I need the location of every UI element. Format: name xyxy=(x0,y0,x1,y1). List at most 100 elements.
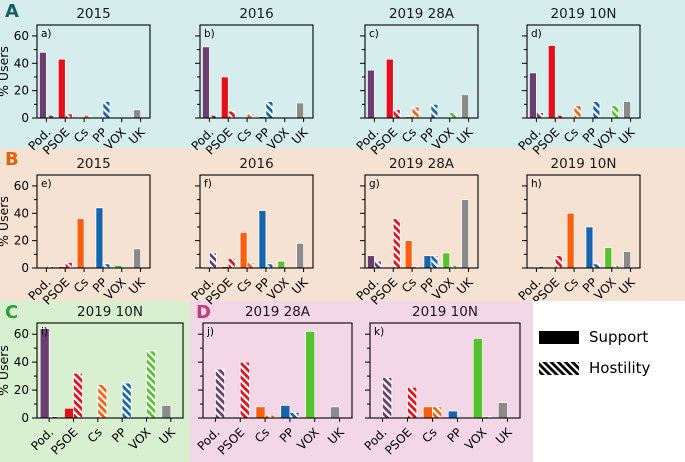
bar-support-PP xyxy=(280,405,291,419)
subplot-tag: f) xyxy=(204,178,212,190)
bar-hostility-PP xyxy=(265,101,274,119)
bar-hostility-PSOE xyxy=(239,361,250,419)
bar-hostility-PP xyxy=(102,263,111,269)
plot-box xyxy=(36,322,184,419)
bar-hostility-VOX xyxy=(146,350,156,419)
x-tick-label: VOX xyxy=(591,275,619,303)
bar-hostility-Cs xyxy=(573,105,582,119)
support-swatch-icon xyxy=(539,330,579,344)
x-tick-label: VOX xyxy=(126,425,154,453)
bar-support-VOX xyxy=(305,331,316,419)
y-tick-label: 40 xyxy=(14,355,29,369)
y-axis-label: % Users xyxy=(0,345,11,396)
y-tick-label: 0 xyxy=(21,261,29,275)
bar-support-UK xyxy=(461,94,469,119)
bar-support-Pod. xyxy=(529,72,537,119)
legend-item-hostility: Hostility xyxy=(539,359,685,377)
x-tick-label: VOX xyxy=(429,125,457,153)
hostility-swatch-icon xyxy=(539,361,579,375)
y-tick-label: 60 xyxy=(14,29,29,43)
x-tick-label: UK xyxy=(616,124,638,146)
bar-hostility-PP xyxy=(102,101,111,119)
panel-A-label: A xyxy=(5,1,19,22)
bar-support-UK xyxy=(133,109,141,119)
bar-support-PP xyxy=(585,226,594,269)
subplot-tag: d) xyxy=(531,28,542,40)
bar-support-Cs xyxy=(239,232,248,269)
subplot-title: 2015 xyxy=(76,6,110,22)
x-tick-label: Cs xyxy=(561,125,581,145)
bar-hostility-Pod. xyxy=(374,260,382,269)
bar-hostility-PSOE xyxy=(73,372,83,419)
x-tick-label: UK xyxy=(325,424,347,446)
bar-hostility-PSOE xyxy=(554,255,563,269)
bar-support-Cs xyxy=(255,406,266,419)
subplot-tag: h) xyxy=(531,178,542,190)
subplot-title: 2019 10N xyxy=(412,304,478,320)
bar-support-Pod. xyxy=(202,46,210,119)
x-tick-label: UK xyxy=(126,274,148,296)
x-tick-label: VOX xyxy=(591,125,619,153)
subplot-title: 2015 xyxy=(76,156,110,172)
bar-support-UK xyxy=(623,101,631,119)
bar-hostility-PSOE xyxy=(64,113,73,119)
x-tick-label: Cs xyxy=(234,275,254,295)
plot-box xyxy=(369,322,521,419)
y-tick-label: 40 xyxy=(14,206,29,220)
y-tick-label: 0 xyxy=(21,411,29,425)
x-tick-label: VOX xyxy=(462,425,490,453)
bar-support-PP xyxy=(423,255,432,269)
bar-support-VOX xyxy=(442,252,451,269)
bar-support-UK xyxy=(497,402,508,419)
subplot-title: 2019 10N xyxy=(551,6,617,22)
subplot-tag: a) xyxy=(41,28,52,40)
y-tick-label: 20 xyxy=(14,383,29,397)
bar-hostility-PSOE xyxy=(392,218,401,269)
bar-hostility-Cs xyxy=(411,106,420,119)
bar-hostility-PSOE xyxy=(64,262,73,269)
bar-hostility-VOX xyxy=(611,105,620,119)
bar-support-Pod. xyxy=(39,52,47,119)
bar-support-PSOE xyxy=(220,76,229,119)
x-tick-label: PSOE xyxy=(215,425,247,457)
subplot-tag: c) xyxy=(369,28,379,40)
bar-hostility-PSOE xyxy=(392,109,401,119)
bar-hostility-PP xyxy=(289,412,300,419)
bar-support-UK xyxy=(133,248,141,269)
y-tick-label: 40 xyxy=(14,56,29,70)
subplot-tag: j) xyxy=(206,326,214,338)
subplot-tag: b) xyxy=(204,28,215,40)
x-tick-label: VOX xyxy=(101,125,129,153)
plot-box xyxy=(36,174,151,269)
x-tick-label: Cs xyxy=(71,125,91,145)
x-tick-label: UK xyxy=(126,124,148,146)
x-tick-label: UK xyxy=(493,424,515,446)
subplot-title: 2019 28A xyxy=(389,156,455,172)
subplot-title: 2019 28A xyxy=(389,6,455,22)
subplot-tag: g) xyxy=(369,178,380,190)
bar-hostility-PP xyxy=(121,382,132,419)
bar-hostility-PP xyxy=(430,103,439,119)
plot-box xyxy=(364,24,479,119)
bar-hostility-Pod. xyxy=(382,377,393,419)
x-tick-label: Cs xyxy=(234,125,254,145)
y-tick-label: 20 xyxy=(14,234,29,248)
bar-hostility-Pod. xyxy=(536,112,544,119)
subplot-title: 2016 xyxy=(239,6,273,22)
plot-box xyxy=(36,24,151,119)
bar-support-Cs xyxy=(422,406,433,419)
subplot-title: 2016 xyxy=(239,156,273,172)
plot-box xyxy=(364,174,479,269)
bar-hostility-PSOE xyxy=(407,386,418,419)
bar-support-Cs xyxy=(76,218,85,269)
x-tick-label: UK xyxy=(156,424,178,446)
subplot-title: 2019 10N xyxy=(551,156,617,172)
